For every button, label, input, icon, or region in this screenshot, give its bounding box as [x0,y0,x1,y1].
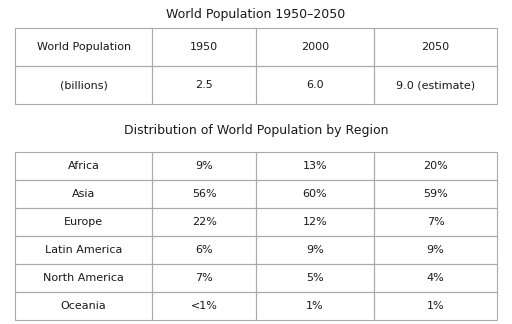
Text: Latin America: Latin America [45,245,122,255]
Text: 6.0: 6.0 [306,80,324,90]
Bar [153,28,256,66]
Text: 2000: 2000 [301,42,329,52]
Bar [374,180,497,208]
Bar [15,180,153,208]
Text: 9%: 9% [426,245,444,255]
Text: 20%: 20% [423,161,448,171]
Text: North America: North America [43,273,124,283]
Text: 22%: 22% [192,217,217,227]
Text: (billions): (billions) [60,80,108,90]
Text: 13%: 13% [303,161,327,171]
Bar [153,180,256,208]
Text: 6%: 6% [196,245,213,255]
Text: 12%: 12% [303,217,327,227]
Text: 59%: 59% [423,189,448,199]
Bar [374,236,497,264]
Bar [153,264,256,292]
Bar [256,152,374,180]
Text: Asia: Asia [72,189,95,199]
Bar [374,292,497,320]
Text: 2050: 2050 [421,42,450,52]
Bar [153,292,256,320]
Text: 7%: 7% [426,217,444,227]
Bar [256,180,374,208]
Text: 1950: 1950 [190,42,218,52]
Text: Oceania: Oceania [61,301,106,311]
Bar [256,66,374,104]
Text: 60%: 60% [303,189,327,199]
Bar [15,292,153,320]
Text: 5%: 5% [306,273,324,283]
Bar [256,28,374,66]
Bar [15,236,153,264]
Bar [153,236,256,264]
Bar [374,208,497,236]
Bar [256,264,374,292]
Text: 1%: 1% [306,301,324,311]
Text: 2.5: 2.5 [195,80,213,90]
Bar [374,66,497,104]
Text: Africa: Africa [68,161,100,171]
Bar [15,208,153,236]
Text: 4%: 4% [426,273,444,283]
Text: World Population 1950–2050: World Population 1950–2050 [166,8,346,21]
Text: World Population: World Population [37,42,131,52]
Text: 1%: 1% [426,301,444,311]
Bar [256,292,374,320]
Bar [374,28,497,66]
Bar [153,66,256,104]
Text: 9%: 9% [195,161,213,171]
Text: 9%: 9% [306,245,324,255]
Text: Europe: Europe [64,217,103,227]
Text: 56%: 56% [192,189,217,199]
Bar [374,264,497,292]
Bar [15,152,153,180]
Bar [256,208,374,236]
Bar [15,66,153,104]
Bar [15,28,153,66]
Text: <1%: <1% [191,301,218,311]
Bar [256,236,374,264]
Bar [374,152,497,180]
Text: 7%: 7% [195,273,213,283]
Bar [153,208,256,236]
Bar [15,264,153,292]
Text: 9.0 (estimate): 9.0 (estimate) [396,80,475,90]
Bar [153,152,256,180]
Text: Distribution of World Population by Region: Distribution of World Population by Regi… [124,124,388,137]
